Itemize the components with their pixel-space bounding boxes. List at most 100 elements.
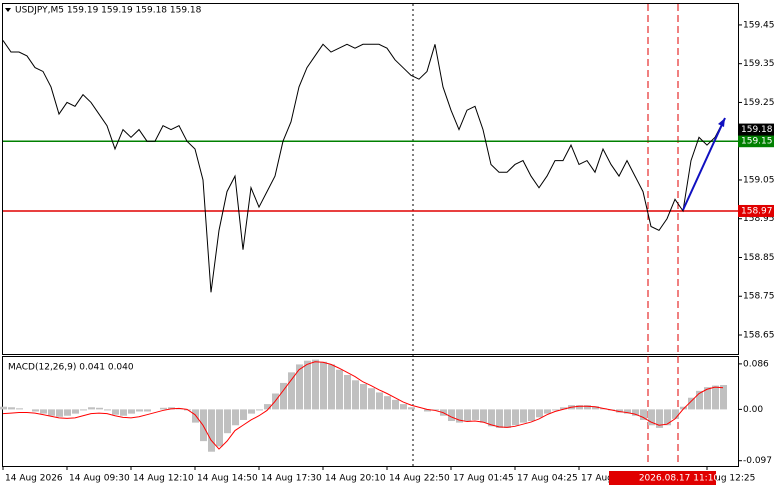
histogram-bar [520, 409, 527, 423]
histogram-bar [680, 406, 687, 410]
histogram-bar [392, 399, 399, 410]
histogram-bar [648, 409, 655, 426]
x-tick-label: 17 Aug [581, 474, 613, 484]
histogram-bar [592, 406, 599, 410]
histogram-bar [624, 409, 631, 414]
histogram-bar [232, 409, 239, 426]
crosshair-box [609, 471, 643, 485]
histogram-bar [120, 409, 127, 416]
histogram-bar [144, 409, 151, 412]
x-tick-label: 14 Aug 12:10 [133, 474, 194, 484]
histogram-bar [408, 407, 415, 410]
histogram-bar [632, 409, 639, 416]
histogram-bar [96, 407, 103, 410]
histogram-bar [688, 397, 695, 410]
y-tick-label: 159.05 [743, 175, 775, 185]
histogram-bar [576, 405, 583, 410]
histogram-bar [352, 380, 359, 410]
crosshair-label: 2026.08.17 11:10 [639, 474, 720, 484]
histogram-bar [512, 409, 519, 426]
histogram-bar [528, 409, 535, 422]
arrow-head [718, 118, 725, 127]
x-tick-label: 14 Aug 14:50 [197, 474, 258, 484]
histogram-bar [584, 405, 591, 410]
histogram-bar [672, 409, 679, 419]
histogram-bar [384, 396, 391, 410]
histogram-bar [104, 409, 111, 411]
y-tick-label: 158.75 [743, 292, 775, 302]
histogram-bar [48, 409, 55, 416]
histogram-bar [312, 359, 319, 410]
histogram-bar [552, 409, 559, 411]
y-tick-label: 158.95 [743, 214, 775, 224]
histogram-bar [208, 409, 215, 452]
histogram-bar [112, 409, 119, 415]
price-line [2, 40, 724, 293]
histogram-bar [296, 364, 303, 410]
histogram-bar [464, 409, 471, 422]
histogram-bar [88, 407, 95, 410]
x-tick-label: 17 Aug 04:25 [517, 474, 578, 484]
x-tick-label: 14 Aug 20:10 [325, 474, 386, 484]
histogram-bar [280, 382, 287, 410]
histogram-bar [328, 364, 335, 410]
histogram-bar [216, 409, 223, 447]
level-label: 159.15 [741, 137, 773, 147]
histogram-bar [448, 409, 455, 422]
histogram-bar [288, 372, 295, 410]
histogram-bar [616, 409, 623, 413]
histogram-bar [536, 409, 543, 418]
macd-panel [2, 356, 739, 467]
histogram-bar [240, 409, 247, 420]
histogram-bar [160, 407, 167, 410]
histogram-bar [424, 409, 431, 412]
y-tick-label: 158.85 [743, 253, 775, 263]
x-tick-label: 17 Aug 01:45 [453, 474, 514, 484]
price-box [738, 123, 774, 136]
level-label: 158.97 [741, 206, 773, 216]
x-tick-label: 14 Aug 22:50 [389, 474, 450, 484]
histogram-bar [656, 409, 663, 428]
chart-title: USDJPY,M5 159.19 159.19 159.18 159.18 [15, 6, 202, 16]
histogram-bar [456, 409, 463, 423]
level-box [738, 204, 774, 217]
histogram-bar [664, 409, 671, 426]
y-tick-label: -0.097 [743, 456, 772, 466]
histogram-bar [360, 383, 367, 410]
histogram-bar [488, 409, 495, 427]
histogram-bar [544, 409, 551, 414]
histogram-bar [496, 409, 503, 428]
x-tick-label: Aug 12:25 [709, 474, 755, 484]
price-panel [2, 3, 739, 355]
crosshair-box [642, 471, 716, 485]
histogram-bar [320, 361, 327, 410]
histogram-bar [504, 409, 511, 428]
histogram-bar [64, 409, 71, 416]
histogram-bar [720, 385, 727, 410]
x-tick-label: 14 Aug 09:30 [69, 474, 130, 484]
histogram-bar [480, 409, 487, 423]
histogram-bar [256, 409, 263, 411]
histogram-bar [136, 409, 143, 412]
histogram-bar [40, 409, 47, 414]
histogram-bar [472, 409, 479, 420]
histogram-bar [16, 408, 23, 410]
y-tick-label: 159.25 [743, 98, 775, 108]
histogram-bar [368, 388, 375, 410]
histogram-bar [248, 409, 255, 414]
histogram-bar [344, 374, 351, 410]
histogram-bar [696, 390, 703, 410]
histogram-bar [560, 407, 567, 410]
histogram-bar [32, 409, 39, 412]
histogram-bar [704, 387, 711, 410]
histogram-bar [432, 409, 439, 411]
histogram-bar [128, 409, 135, 414]
histogram-bar [56, 409, 63, 417]
y-tick-label: 0.086 [743, 359, 769, 369]
histogram-bar [0, 406, 7, 410]
histogram-bar [264, 404, 271, 410]
histogram-bar [8, 407, 15, 410]
histogram-bar [376, 392, 383, 410]
histogram-bar [400, 404, 407, 410]
